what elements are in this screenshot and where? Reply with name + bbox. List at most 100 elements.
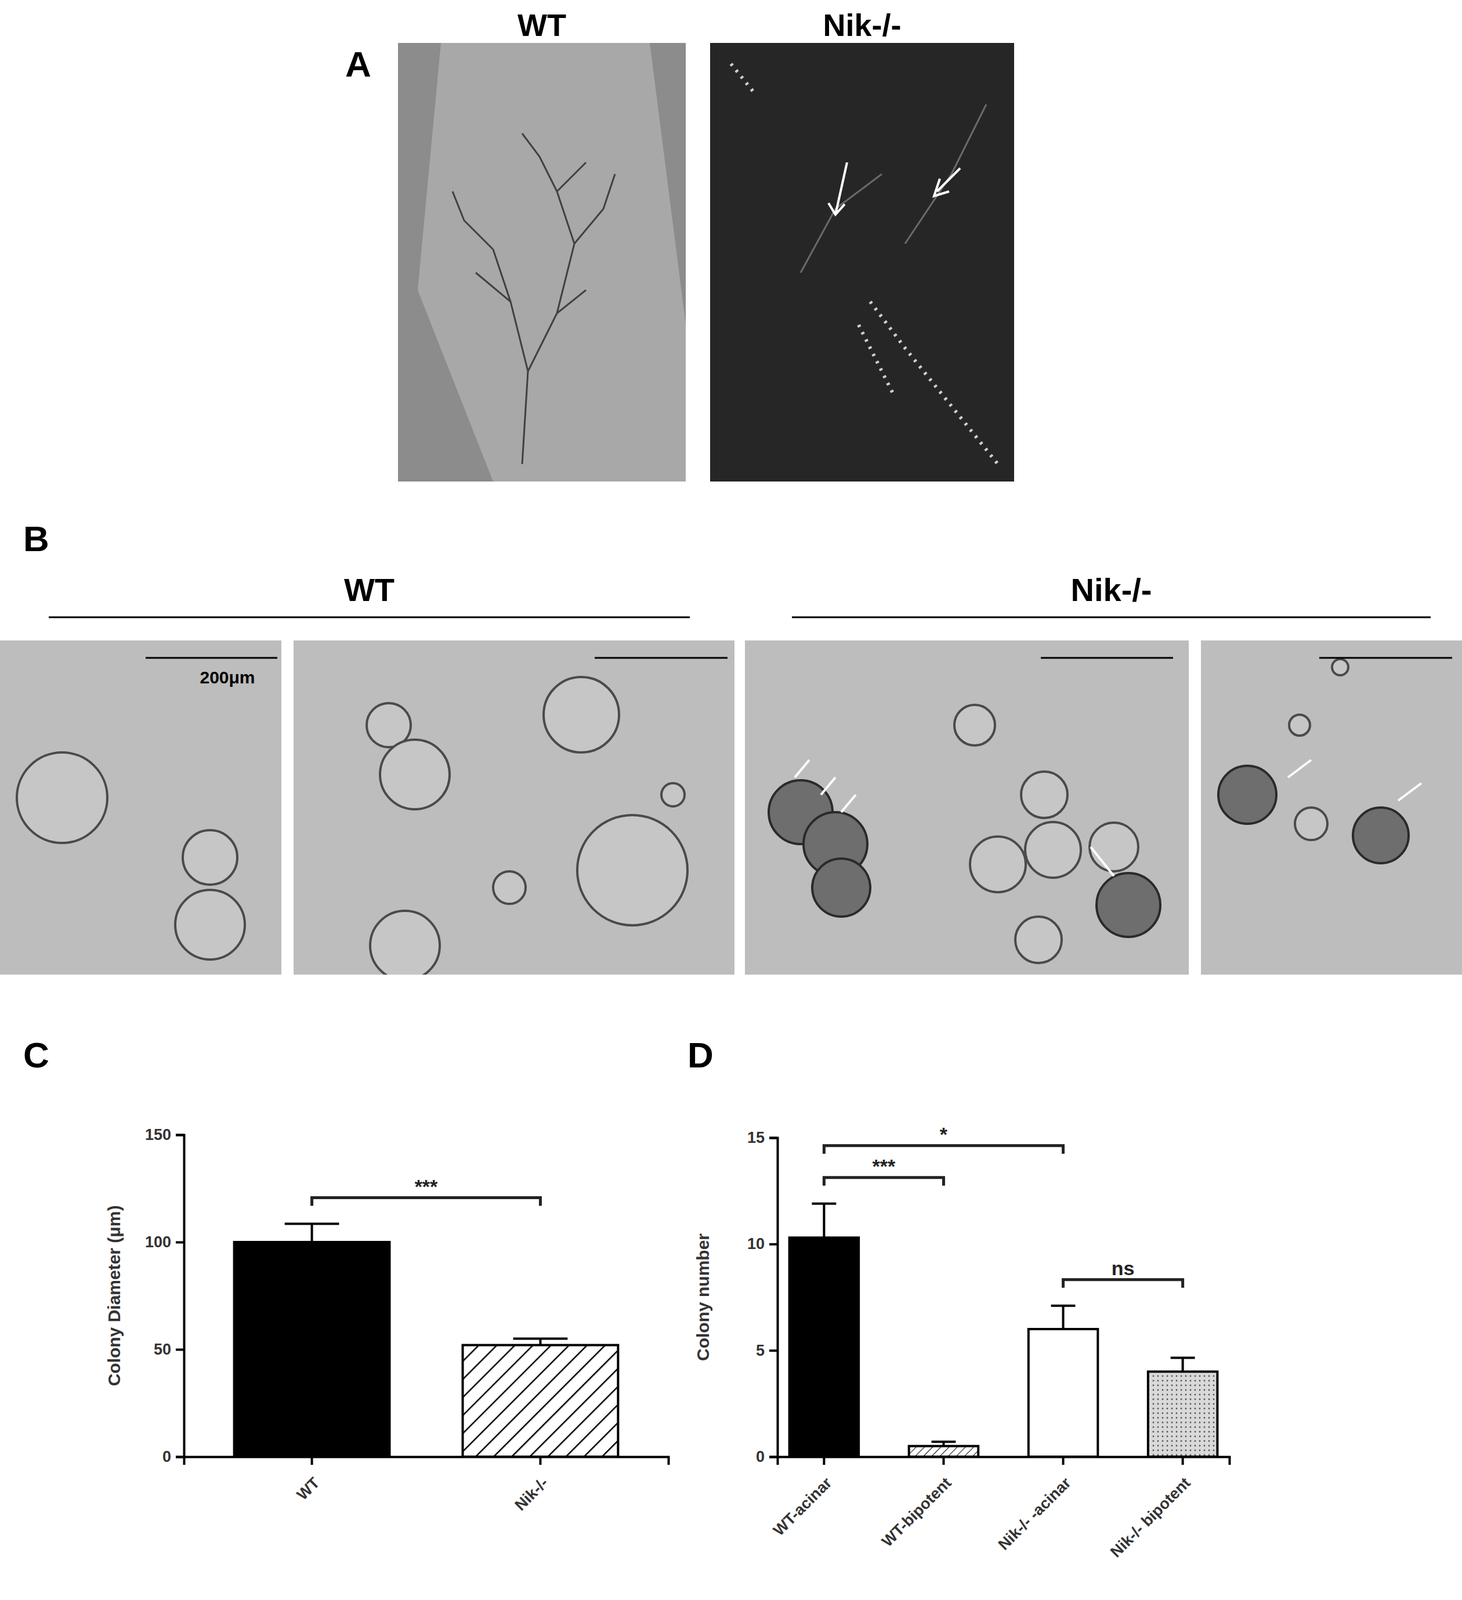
x-axis: WT Nik-/-	[184, 1456, 669, 1515]
y-axis: 0 50 100 150	[145, 1126, 185, 1466]
colony	[954, 704, 995, 746]
arrow	[1398, 783, 1422, 801]
arrow	[794, 760, 810, 778]
bar	[1148, 1371, 1218, 1457]
x-tick: Nik-/- bipotent	[1106, 1456, 1194, 1561]
significance-bracket	[1063, 1279, 1183, 1288]
y-tick-label: 50	[153, 1340, 172, 1359]
group-heading: Nik-/-	[1070, 571, 1153, 609]
image-heading: WT	[517, 7, 567, 43]
y-tick: 100	[145, 1233, 184, 1251]
error-cap	[1051, 1304, 1076, 1308]
micrograph	[293, 640, 735, 975]
y-tick-label: 0	[162, 1448, 172, 1466]
x-axis-line	[184, 1457, 669, 1466]
group-rule	[48, 616, 690, 619]
y-axis-title: Colony Diameter (μm)	[104, 1205, 124, 1387]
scale-bar-label: 200μm	[199, 667, 255, 687]
colony	[1218, 765, 1277, 824]
micrograph-bg	[293, 640, 735, 975]
y-tick: 15	[747, 1128, 778, 1147]
micrograph-bg	[0, 640, 282, 975]
duct-faint	[800, 104, 987, 273]
error-cap	[284, 1222, 340, 1226]
y-tick: 150	[145, 1126, 184, 1144]
bar	[462, 1345, 619, 1457]
image-heading: Nik-/-	[823, 7, 902, 43]
colony	[182, 830, 238, 885]
bar	[234, 1242, 390, 1457]
bar	[909, 1446, 979, 1457]
panel-label: D	[687, 1035, 714, 1076]
colony	[661, 783, 685, 807]
error-cap	[931, 1440, 957, 1443]
significance-label: ns	[1111, 1257, 1135, 1280]
x-tick: WT	[293, 1456, 324, 1504]
error-stem	[1062, 1305, 1065, 1330]
figure: AWTNik-/-BWTNik-/-200μmC050100150WTNik-/…	[0, 0, 1462, 1600]
colony	[1332, 659, 1349, 676]
micrograph-bg	[744, 640, 1189, 975]
error-cap	[513, 1337, 568, 1341]
x-axis: WT-acinar WT-bipotent Nik-/- -acinar Nik-/-…	[769, 1456, 1230, 1561]
colony	[1089, 822, 1139, 872]
error-stem	[310, 1224, 314, 1243]
colony	[970, 836, 1026, 893]
y-tick-mark	[769, 1349, 778, 1352]
group-heading: WT	[344, 571, 395, 609]
error-bar	[931, 1441, 957, 1446]
x-tick-label: Nik-/- bipotent	[1106, 1474, 1194, 1562]
colony	[16, 752, 108, 843]
x-tick-label: Nik-/-	[511, 1474, 552, 1515]
x-tick-mark	[538, 1456, 542, 1465]
error-bar	[284, 1224, 340, 1243]
bar-chart: C050100150WTNik-/-Colony Diameter (μm)**…	[23, 1035, 669, 1515]
plot-area	[234, 1224, 619, 1457]
x-tick-label: WT	[293, 1474, 324, 1504]
arrow	[1090, 847, 1114, 877]
colony	[1096, 873, 1161, 937]
y-tick: 0	[755, 1448, 778, 1466]
colony	[1025, 822, 1081, 878]
colony	[543, 677, 620, 753]
x-tick: WT-bipotent	[878, 1456, 955, 1551]
y-tick-label: 5	[755, 1341, 765, 1360]
colony	[370, 910, 440, 975]
group-rule	[791, 616, 1431, 619]
error-bar	[1170, 1358, 1196, 1373]
colony	[493, 871, 526, 904]
scale-bar	[1319, 657, 1453, 660]
arrow	[820, 777, 836, 795]
y-tick-label: 10	[747, 1235, 765, 1253]
y-axis: 0 5 10 15	[747, 1128, 778, 1466]
colony	[380, 739, 450, 810]
x-tick: Nik-/- -acinar	[994, 1456, 1075, 1554]
y-tick: 10	[747, 1235, 778, 1253]
colony	[1021, 771, 1068, 819]
y-tick: 5	[755, 1341, 778, 1360]
significance-label: ***	[414, 1175, 439, 1198]
y-tick: 50	[153, 1340, 184, 1359]
x-tick-mark	[1062, 1456, 1065, 1465]
y-tick-label: 100	[145, 1233, 172, 1251]
y-tick: 0	[162, 1448, 184, 1466]
y-axis-line	[769, 1138, 778, 1458]
bar-chart: D 0 5 10 15 WT-acinar WT-bipotent Nik-/- -acina…	[687, 1035, 1230, 1561]
y-tick-mark	[769, 1243, 778, 1246]
arrow	[1287, 760, 1312, 778]
scale-bar	[145, 657, 278, 660]
error-bar	[811, 1203, 837, 1239]
panel-label: B	[23, 518, 50, 559]
y-tick-mark	[175, 1241, 184, 1244]
x-tick: Nik-/-	[511, 1456, 552, 1515]
error-stem	[822, 1203, 825, 1239]
micrograph	[0, 640, 282, 975]
x-tick: WT-acinar	[769, 1456, 836, 1540]
y-axis-title: Colony number	[693, 1233, 713, 1362]
colony	[577, 815, 688, 926]
x-tick-mark	[1181, 1456, 1185, 1465]
error-cap	[811, 1202, 837, 1205]
error-stem	[1181, 1358, 1185, 1373]
tissue-band	[417, 42, 686, 482]
y-tick-label: 0	[755, 1448, 765, 1466]
